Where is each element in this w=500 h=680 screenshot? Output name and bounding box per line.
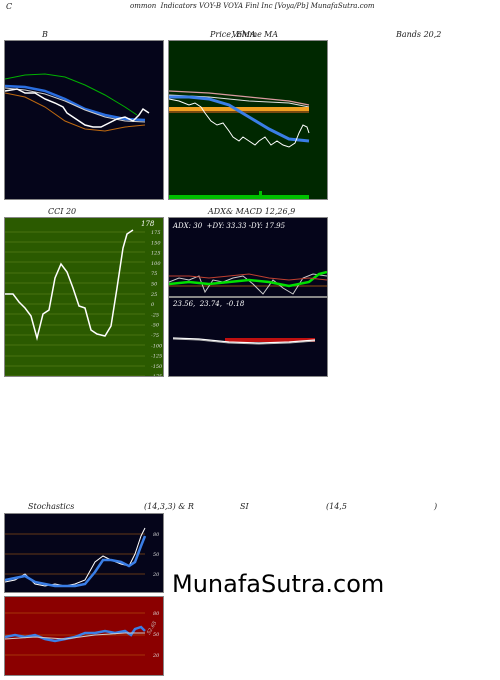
adx-panel: ADX: 30 +DY: 33.33 -DY: 17.95 xyxy=(168,217,328,297)
cci-tick-label: -125 xyxy=(151,354,162,360)
bb-lower-line xyxy=(5,92,146,132)
volume-title: Volume xyxy=(232,30,262,39)
cci-tick-label: -50 xyxy=(151,323,160,329)
cci-gridlines xyxy=(5,231,145,376)
bb-title: B xyxy=(42,30,48,39)
bb-upper-line xyxy=(5,73,138,116)
watermark: MunafaSutra.com xyxy=(172,570,385,598)
cci-tick-label: -175 xyxy=(151,374,162,377)
cci-line xyxy=(5,229,134,341)
cci-tick-label: 50 xyxy=(151,282,158,288)
rsi-tick-labels: 80 50 20 xyxy=(152,611,160,659)
cci-panel: 175 150 125 100 75 50 25 0 -25 -50 -75 -100 -125 -150… xyxy=(4,217,164,377)
stoch-chart: 80 50 20 xyxy=(5,527,160,588)
price-line-bb xyxy=(5,88,150,128)
stoch-params: (14,3,3) & R xyxy=(144,502,194,511)
ma-title: MA xyxy=(264,30,278,39)
cci-tick-label: 25 xyxy=(150,292,157,298)
rsi-tick-label: 50 xyxy=(153,632,160,638)
macd-line xyxy=(172,337,316,344)
ma-band-orange xyxy=(169,107,309,111)
cci-tick-labels: 175 150 125 100 75 50 25 0 -25 -50 -75 -100 -125 -150… xyxy=(150,230,163,377)
macd-title: & MACD 12,26,9 xyxy=(226,207,296,216)
price-title: Price, xyxy=(210,30,234,39)
macd-chart xyxy=(172,337,316,345)
price-line xyxy=(169,98,310,148)
stoch-d-line xyxy=(5,535,147,588)
rsi-panel: 80 50 20 52.65 xyxy=(4,596,164,676)
header-prefix: C xyxy=(6,2,13,11)
cci-tick-label: -150 xyxy=(151,364,163,370)
bb-mid-line xyxy=(5,84,146,122)
cci-value-label: 178 xyxy=(141,220,155,228)
cci-tick-label: 150 xyxy=(151,240,161,246)
stoch-tick-label: 20 xyxy=(152,572,160,578)
volume-spike xyxy=(259,191,262,199)
macd-readout: 23.56, 23.74, -0.18 xyxy=(173,300,245,308)
cci-tick-label: 125 xyxy=(151,251,161,257)
ema-title: EMA xyxy=(236,30,256,39)
cci-tick-label: 0 xyxy=(151,302,155,308)
macd-histogram xyxy=(225,338,315,342)
ma-line-pink xyxy=(169,90,310,106)
stoch-panel: 80 50 20 xyxy=(4,513,164,593)
cci-tick-label: -75 xyxy=(151,333,159,339)
cci-tick-label: -100 xyxy=(151,343,163,349)
rsi-avg-line xyxy=(5,632,145,640)
minus-di-line xyxy=(169,273,327,281)
rsi-tick-label: 80 xyxy=(153,611,160,617)
stoch-tick-label: 50 xyxy=(153,552,160,558)
rsi-chart: 80 50 20 xyxy=(5,611,160,659)
bb-mid-line2 xyxy=(5,87,146,123)
adx-chart xyxy=(169,270,327,295)
macd-signal-line xyxy=(172,338,316,345)
volume-bars xyxy=(169,195,309,199)
rsi-params: (14,5 xyxy=(326,502,347,511)
rsi-tick-label: 20 xyxy=(152,653,160,659)
rsi-title: SI xyxy=(240,502,249,511)
adx-line-white xyxy=(169,273,327,295)
ema-line-blue xyxy=(169,95,310,143)
stoch-title: Stochastics xyxy=(28,502,75,511)
bollinger-panel xyxy=(4,40,164,200)
stoch-tick-labels: 80 50 20 xyxy=(152,532,160,578)
macd-panel: 23.56, 23.74, -0.18 xyxy=(168,297,328,377)
rsi-line xyxy=(5,625,146,643)
cci-title: CCI 20 xyxy=(48,207,77,216)
bollinger-chart xyxy=(5,73,150,132)
cci-tick-label: 75 xyxy=(151,271,157,277)
cci-chart: 175 150 125 100 75 50 25 0 -25 -50 -75 -100 -125 -150… xyxy=(5,229,163,377)
bands-title: Bands 20,2 xyxy=(396,30,442,39)
stoch-tick-label: 80 xyxy=(153,532,160,538)
adx-title: ADX xyxy=(208,207,226,216)
cci-tick-label: -25 xyxy=(151,312,159,318)
price-panel xyxy=(168,40,328,200)
page-header: ommon Indicators VOY-B VOYA Finl Inc [Vo… xyxy=(130,2,375,10)
cci-tick-label: 100 xyxy=(151,261,161,267)
rsi-close-paren: ) xyxy=(434,502,438,511)
plus-di-line xyxy=(169,270,327,288)
cci-tick-label: 175 xyxy=(151,230,161,236)
adx-readout: ADX: 30 +DY: 33.33 -DY: 17.95 xyxy=(173,222,286,230)
price-chart xyxy=(169,90,310,199)
